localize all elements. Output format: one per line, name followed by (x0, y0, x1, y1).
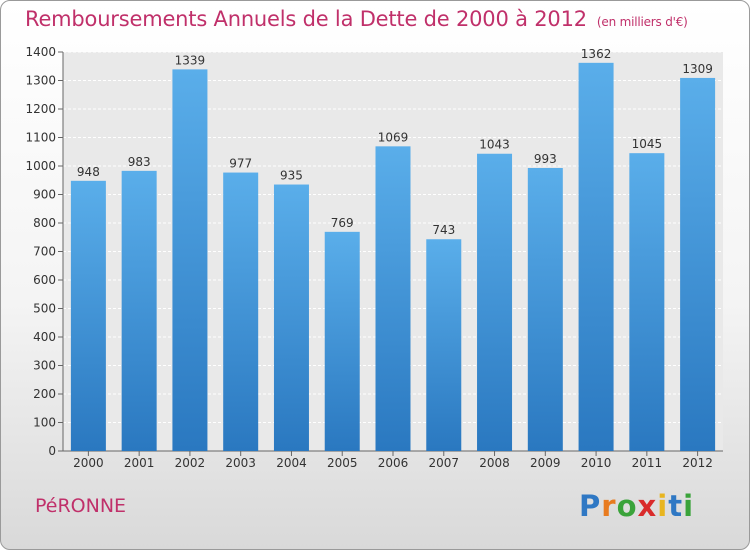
logo-letter: r (601, 489, 617, 523)
data-label: 1309 (682, 62, 713, 76)
logo-letter: P (579, 489, 602, 523)
x-tick-label: 2011 (632, 456, 663, 470)
data-label: 769 (331, 216, 354, 230)
bar (223, 172, 259, 451)
data-label: 935 (280, 169, 303, 183)
logo-letter: x (637, 489, 658, 523)
y-tick-label: 500 (33, 302, 56, 316)
logo-letter: i (657, 489, 669, 523)
x-tick-label: 2005 (327, 456, 358, 470)
bar (172, 69, 208, 451)
data-label: 983 (128, 155, 151, 169)
x-tick-label: 2001 (124, 456, 155, 470)
chart-title-text: Remboursements Annuels de la Dette de 20… (25, 7, 587, 31)
bar (578, 62, 614, 452)
x-tick-label: 2009 (530, 456, 561, 470)
x-tick-label: 2010 (581, 456, 612, 470)
y-tick-label: 400 (33, 330, 56, 344)
data-label: 1362 (581, 47, 612, 61)
x-tick-label: 2004 (276, 456, 307, 470)
x-tick-label: 2006 (378, 456, 409, 470)
y-tick-label: 800 (33, 216, 56, 230)
data-label: 1339 (175, 53, 206, 67)
commune-name: PéRONNE (35, 495, 127, 517)
x-tick-label: 2003 (225, 456, 256, 470)
bar (477, 153, 513, 451)
data-label: 1045 (632, 137, 663, 151)
bar (527, 167, 563, 451)
y-tick-label: 1300 (25, 74, 56, 88)
y-tick-label: 900 (33, 188, 56, 202)
data-label: 948 (77, 165, 100, 179)
bar (375, 146, 411, 451)
y-tick-label: 1000 (25, 159, 56, 173)
bar (70, 180, 106, 451)
x-tick-label: 2000 (73, 456, 104, 470)
y-tick-label: 1200 (25, 102, 56, 116)
chart-unit-label: (en milliers d'€) (596, 15, 688, 29)
y-tick-label: 100 (33, 416, 56, 430)
bar (324, 231, 360, 451)
y-tick-label: 700 (33, 245, 56, 259)
proxiti-logo: Proxiti (579, 489, 694, 523)
x-tick-label: 2002 (175, 456, 206, 470)
x-tick-label: 2007 (428, 456, 459, 470)
bar (121, 170, 157, 451)
bar (680, 77, 716, 451)
x-tick-label: 2012 (682, 456, 713, 470)
y-tick-label: 1100 (25, 131, 56, 145)
bar (426, 239, 462, 451)
chart-title: Remboursements Annuels de la Dette de 20… (25, 7, 688, 31)
y-tick-label: 300 (33, 359, 56, 373)
y-tick-label: 600 (33, 273, 56, 287)
y-tick-label: 200 (33, 387, 56, 401)
y-tick-label: 1400 (25, 45, 56, 59)
data-label: 743 (432, 223, 455, 237)
logo-letter: o (616, 489, 638, 523)
data-label: 1069 (378, 130, 409, 144)
data-label: 1043 (479, 138, 510, 152)
bar (273, 184, 309, 451)
y-tick-label: 0 (48, 444, 56, 458)
x-tick-label: 2008 (479, 456, 510, 470)
data-label: 977 (229, 157, 252, 171)
bar (629, 153, 665, 452)
logo-letter: i (683, 489, 695, 523)
data-label: 993 (534, 152, 557, 166)
logo-letter: t (668, 489, 684, 523)
